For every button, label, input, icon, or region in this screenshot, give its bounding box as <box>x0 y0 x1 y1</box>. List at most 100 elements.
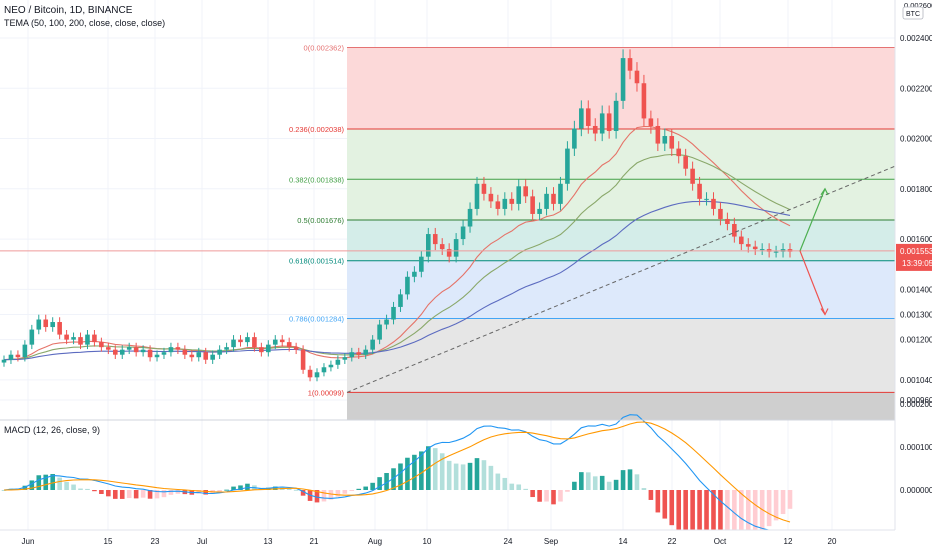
current-price-value: 0.001553 <box>900 247 932 256</box>
fib-zone <box>347 318 895 393</box>
candle-body <box>419 256 424 272</box>
price-axis-panel[interactable] <box>895 0 932 550</box>
macd-histogram-bar <box>119 490 125 499</box>
candle-body <box>648 118 654 126</box>
candle-body <box>752 246 758 250</box>
candle-body <box>231 339 236 348</box>
macd-histogram-bar <box>558 490 563 502</box>
candle-body <box>29 329 35 345</box>
candle-body <box>676 148 682 157</box>
candle-body <box>133 347 139 353</box>
macd-histogram-bar <box>133 490 139 499</box>
candle-body <box>759 249 765 251</box>
macd-histogram-bar <box>154 490 160 499</box>
time-tick-label: 14 <box>619 537 628 546</box>
macd-histogram-bar <box>495 473 501 490</box>
macd-histogram-bar <box>627 469 633 490</box>
candle-body <box>453 239 459 257</box>
macd-histogram-bar <box>231 486 236 490</box>
candle-body <box>405 276 410 295</box>
time-tick-label: Oct <box>714 537 727 546</box>
macd-histogram-bar <box>509 483 515 490</box>
candle-body <box>64 334 69 340</box>
macd-histogram-bar <box>335 490 341 497</box>
candle-body <box>217 349 222 355</box>
fib-zone <box>347 260 895 319</box>
price-tick-label: 0.001300 <box>900 310 932 319</box>
macd-histogram-bar <box>391 468 396 490</box>
macd-histogram-bar <box>676 490 682 531</box>
time-tick-label: 20 <box>828 537 837 546</box>
macd-histogram-bar <box>112 490 118 499</box>
price-tick-label: 0.001600 <box>900 235 932 244</box>
candle-body <box>238 339 243 343</box>
candle-body <box>78 337 83 345</box>
candle-body <box>272 339 278 345</box>
projection-arrow-up <box>799 187 829 252</box>
macd-histogram-bar <box>57 477 62 490</box>
fib-zone <box>347 179 895 220</box>
trend-line[interactable] <box>346 165 896 393</box>
time-tick-label: 21 <box>310 537 319 546</box>
candle-body <box>495 201 501 209</box>
time-tick-label: 22 <box>668 537 677 546</box>
time-tick-label: Aug <box>368 537 382 546</box>
macd-histogram-bar <box>565 490 570 492</box>
candle-body <box>154 354 160 358</box>
macd-histogram-bar <box>432 448 438 490</box>
macd-histogram-bar <box>759 490 765 532</box>
candle-body <box>15 354 21 358</box>
macd-histogram-bar <box>641 488 647 490</box>
candle-body <box>579 108 584 129</box>
candle-body <box>585 108 591 126</box>
macd-histogram-bar <box>439 453 445 490</box>
candle-body <box>203 352 209 360</box>
candle-body <box>439 244 445 250</box>
macd-histogram-bar <box>669 490 675 526</box>
candle-body <box>266 344 271 353</box>
price-tick-label: 0.002600 <box>904 1 932 10</box>
signal-line <box>3 421 791 523</box>
candle-body <box>8 354 14 360</box>
macd-histogram-bar <box>238 485 243 490</box>
macd-histogram-bar <box>488 465 494 490</box>
candle-body <box>530 196 535 214</box>
projection-arrow-down <box>799 250 829 316</box>
macd-histogram-bar <box>697 490 702 547</box>
candle-body <box>704 198 709 200</box>
fib-level-label: 0(0.002362) <box>304 44 345 53</box>
macd-histogram-bar <box>579 472 584 490</box>
candle-body <box>335 359 341 365</box>
candle-body <box>377 324 382 340</box>
macd-histogram-bar <box>537 490 542 502</box>
candle-body <box>22 344 28 358</box>
candle-body <box>384 319 389 325</box>
candle-body <box>391 306 396 320</box>
candle-body <box>259 347 264 353</box>
macd-histogram-bar <box>412 454 417 490</box>
candle-body <box>488 193 494 202</box>
candle-body <box>182 349 188 355</box>
symbol-legend: NEO / Bitcoin, 1D, BINANCE <box>4 5 133 16</box>
candle-body <box>460 226 466 240</box>
time-axis-panel[interactable] <box>0 530 932 550</box>
candle-body <box>718 208 723 219</box>
macd-histogram-bar <box>245 483 250 490</box>
macd-histogram-bar <box>384 473 389 490</box>
macd-histogram-bar <box>467 462 473 490</box>
candle-body <box>349 352 355 358</box>
macd-histogram-bar <box>453 463 459 490</box>
currency-badge[interactable]: BTC <box>902 6 924 20</box>
macd-histogram-bar <box>725 490 730 547</box>
macd-histogram-bar <box>321 490 327 502</box>
fib-zone <box>347 128 895 180</box>
time-tick-label: 12 <box>784 537 793 546</box>
candle-body <box>481 183 487 194</box>
candle-body <box>697 183 702 199</box>
fib-level-label: 0.236(0.002038) <box>289 125 345 134</box>
macd-histogram-bar <box>551 490 556 505</box>
candle-body <box>745 244 751 247</box>
macd-histogram-bar <box>739 490 744 545</box>
macd-histogram-bar <box>363 486 368 490</box>
